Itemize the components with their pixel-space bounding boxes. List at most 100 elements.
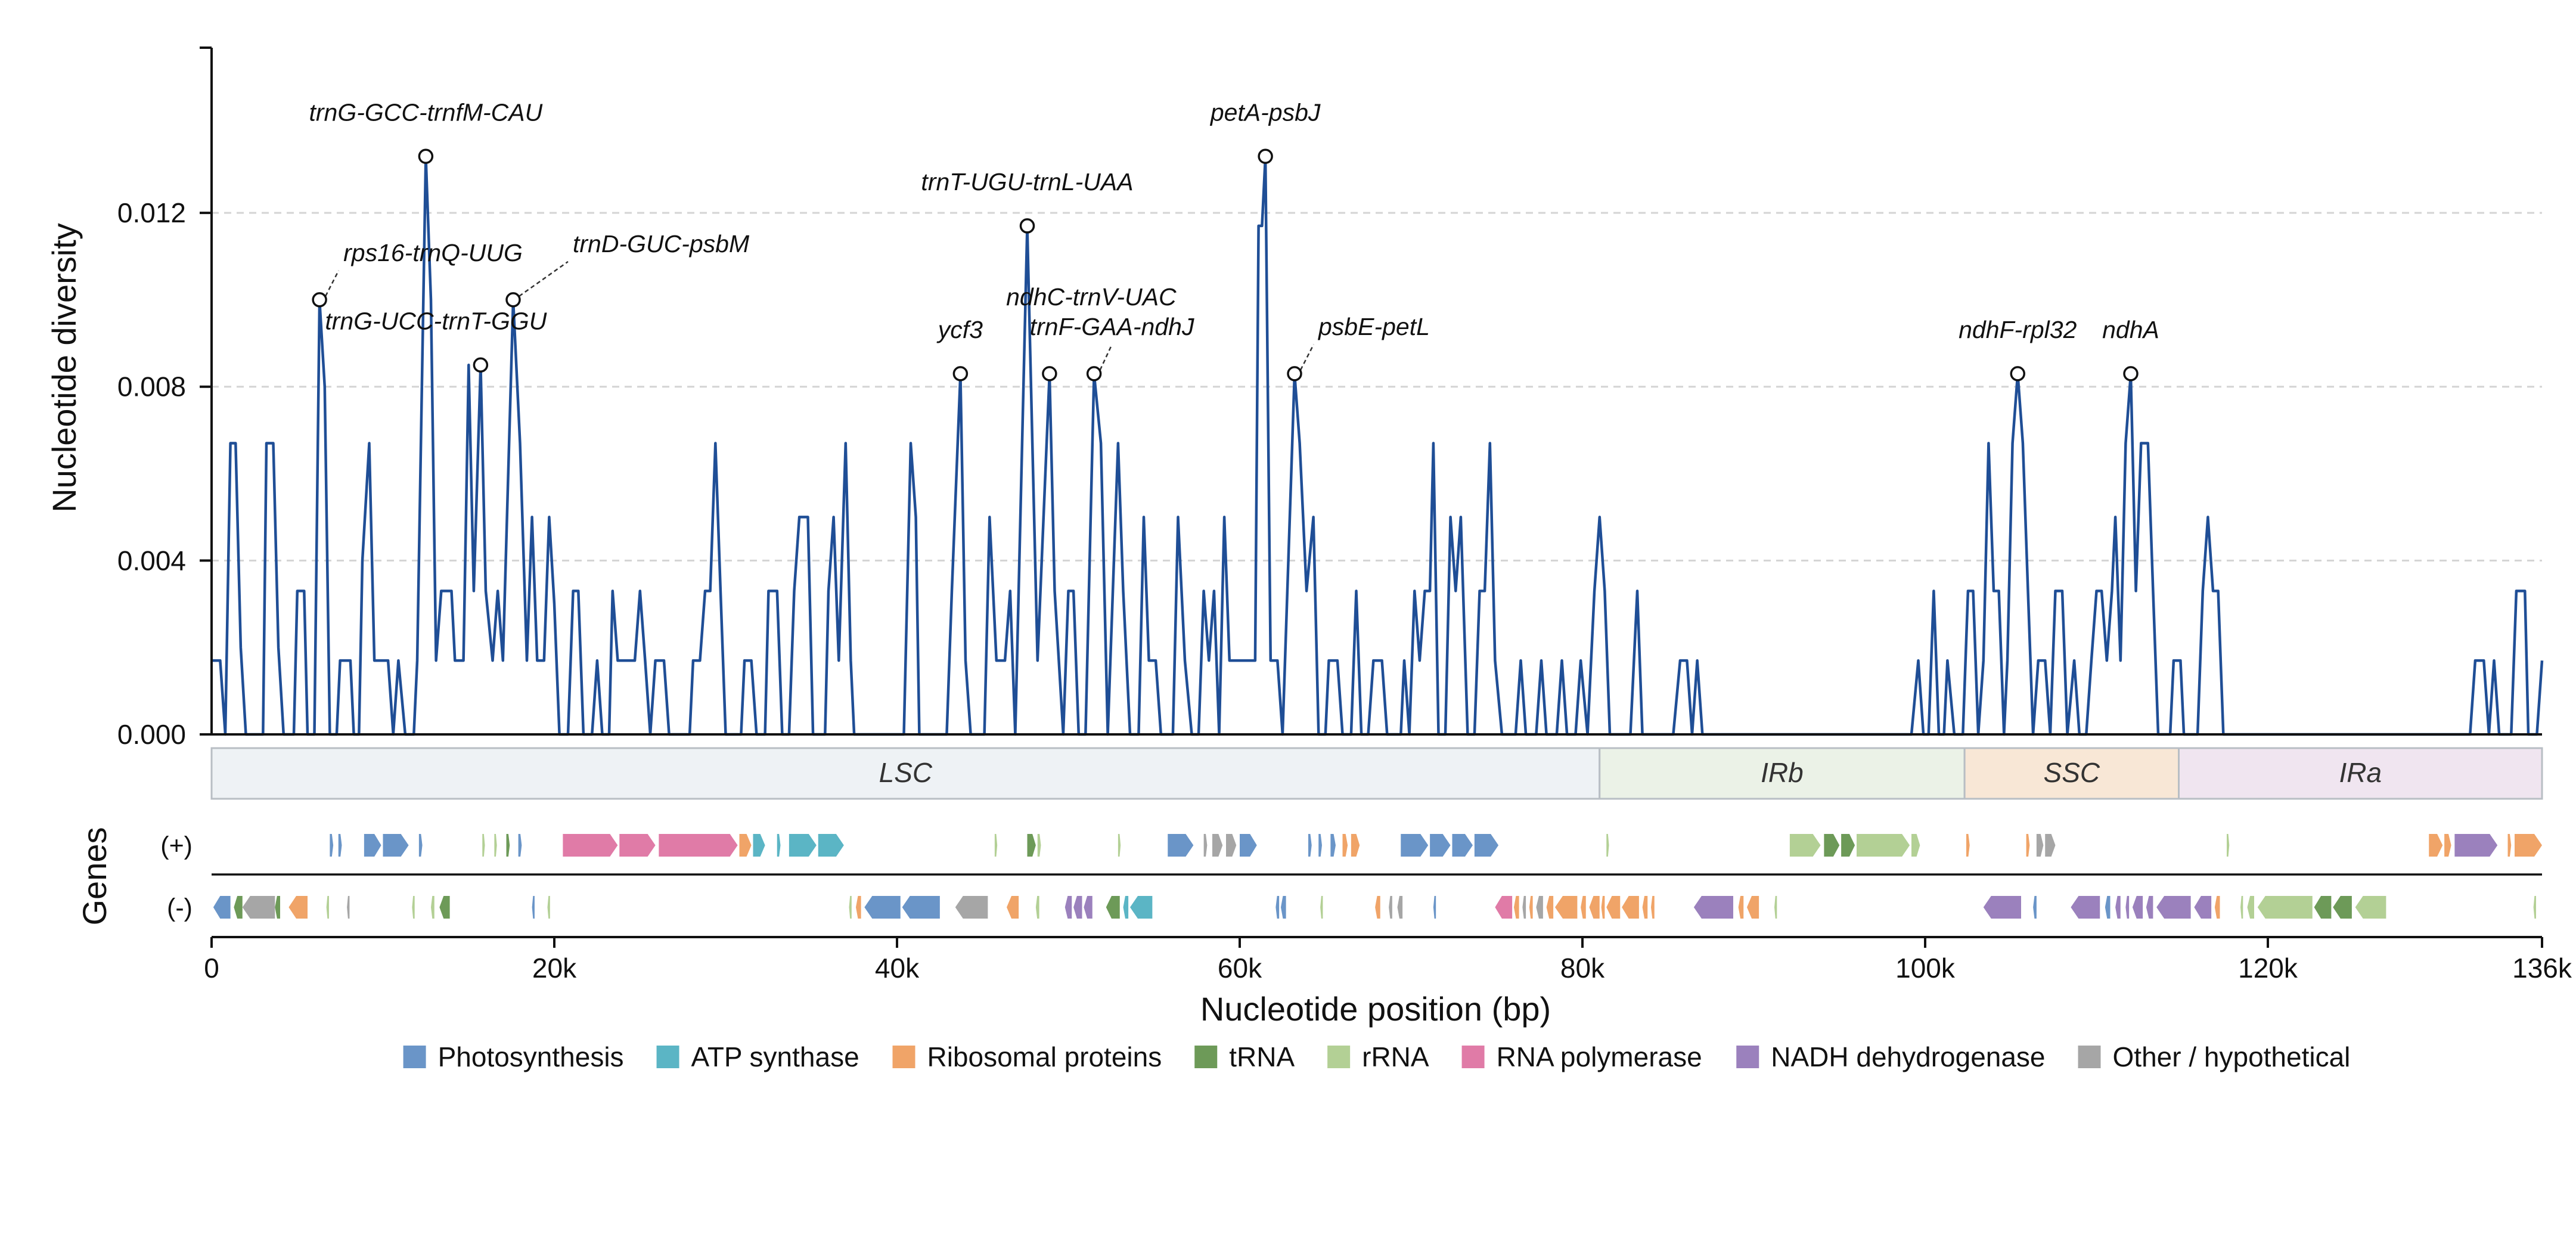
gene-feature: [1389, 896, 1392, 919]
gene-feature: [330, 834, 334, 857]
gene-feature: [518, 834, 522, 857]
gene-feature: [2033, 896, 2037, 919]
gene-feature: [955, 896, 988, 919]
legend-label: rRNA: [1362, 1041, 1429, 1072]
region-irb: [1599, 747, 1966, 800]
peak-leader-line: [1099, 344, 1113, 371]
gene-feature: [2314, 896, 2332, 919]
x-tick-label: 80k: [1560, 953, 1605, 984]
gene-feature: [1281, 896, 1286, 919]
gene-feature: [2507, 834, 2512, 857]
peak-label: ndhF-rpl32: [1959, 316, 2077, 343]
legend-swatch: [2078, 1046, 2101, 1068]
peak-marker: [505, 292, 521, 308]
gene-feature: [2355, 896, 2386, 919]
gene-feature: [1589, 896, 1600, 919]
gene-feature: [2454, 834, 2498, 857]
peak-marker: [418, 148, 434, 165]
x-axis: 0 20k 40k 60k 80k 100k 120k 136k: [204, 936, 2572, 984]
gene-feature: [1073, 896, 1082, 919]
gene-feature: [1397, 896, 1403, 919]
legend-label: ATP synthase: [691, 1041, 859, 1072]
gene-map-track: (+) (-): [160, 832, 2542, 922]
legend-label: Other / hypothetical: [2113, 1041, 2351, 1072]
gene-feature: [2045, 834, 2056, 857]
gene-feature: [1555, 896, 1578, 919]
legend-swatch: [1327, 1046, 1351, 1068]
legend-swatch: [1194, 1046, 1218, 1068]
gene-feature: [2132, 896, 2143, 919]
gene-feature: [2125, 896, 2130, 919]
legend: Photosynthesis ATP synthase Ribosomal prot…: [403, 1041, 2351, 1072]
gene-feature: [1824, 834, 1840, 857]
y-tick-label: 0.000: [117, 719, 186, 750]
peak-marker: [473, 357, 489, 373]
gene-feature: [1983, 896, 2021, 919]
gene-feature: [902, 896, 940, 919]
legend-swatch: [1461, 1046, 1485, 1068]
gene-feature: [2247, 896, 2254, 919]
gene-feature: [1084, 896, 1093, 919]
legend-label: tRNA: [1229, 1041, 1295, 1072]
peak-label: ndhA: [2102, 316, 2159, 343]
gene-feature: [2444, 834, 2451, 857]
gene-feature: [1522, 896, 1526, 919]
gene-feature: [1037, 834, 1041, 857]
gene-feature: [1330, 834, 1336, 857]
gene-feature: [1203, 834, 1208, 857]
gene-feature: [1130, 896, 1153, 919]
region-label: LSC: [879, 757, 933, 788]
peak-label: trnG-UCC-trnT-GGU: [325, 307, 547, 334]
region-ssc: [1963, 747, 2180, 800]
peak-marker: [312, 292, 327, 308]
gene-feature: [1035, 896, 1039, 919]
peak-leader-line: [519, 260, 569, 297]
gene-feature: [1774, 896, 1777, 919]
region-label: SSC: [2044, 757, 2100, 788]
gene-feature: [753, 834, 765, 857]
gene-feature: [234, 896, 243, 919]
peak-leader-line: [325, 270, 340, 297]
peak-marker: [1086, 366, 1102, 382]
legend-swatch: [656, 1046, 679, 1068]
peak-marker: [952, 366, 969, 382]
gene-feature: [1430, 834, 1451, 857]
x-tick-label: 0: [204, 953, 219, 984]
peak-marker: [1258, 148, 1273, 165]
gene-feature: [1693, 896, 1733, 919]
gene-feature: [1495, 896, 1513, 919]
gene-feature: [1601, 896, 1605, 919]
y-tick-label: 0.012: [117, 197, 186, 228]
gene-feature: [1606, 896, 1621, 919]
gene-feature: [789, 834, 817, 857]
gene-feature: [1007, 896, 1019, 919]
gene-feature: [326, 896, 329, 919]
gene-feature: [2026, 834, 2030, 857]
peak-leader-line: [1299, 344, 1315, 371]
gene-feature: [1342, 834, 1348, 857]
gene-feature: [1240, 834, 1257, 857]
x-tick-label: 20k: [532, 953, 577, 984]
x-axis-title: Nucleotide position (bp): [1200, 990, 1551, 1028]
peak-marker: [2010, 366, 2025, 382]
peak-label: ycf3: [936, 316, 983, 343]
gene-feature: [213, 896, 231, 919]
strand-label-minus: (-): [167, 894, 193, 922]
peak-marker: [1042, 366, 1057, 382]
gene-feature: [1966, 834, 1970, 857]
gene-feature: [2515, 834, 2542, 857]
region-label: IRa: [2339, 757, 2382, 788]
gene-feature: [2333, 896, 2352, 919]
region-ira: [2178, 747, 2543, 800]
gene-feature: [1747, 896, 1759, 919]
gene-feature: [1168, 834, 1194, 857]
x-tick-label: 100k: [1895, 953, 1956, 984]
peak-label: ndhC-trnV-UAC: [1006, 283, 1177, 311]
gene-feature: [2115, 896, 2121, 919]
legend-label: Photosynthesis: [438, 1041, 624, 1072]
y-tick-label: 0.004: [117, 545, 186, 576]
gene-feature: [242, 896, 275, 919]
peak-label: trnG-GCC-trnfM-CAU: [309, 98, 542, 126]
gene-feature: [1651, 896, 1655, 919]
gene-feature: [412, 896, 415, 919]
